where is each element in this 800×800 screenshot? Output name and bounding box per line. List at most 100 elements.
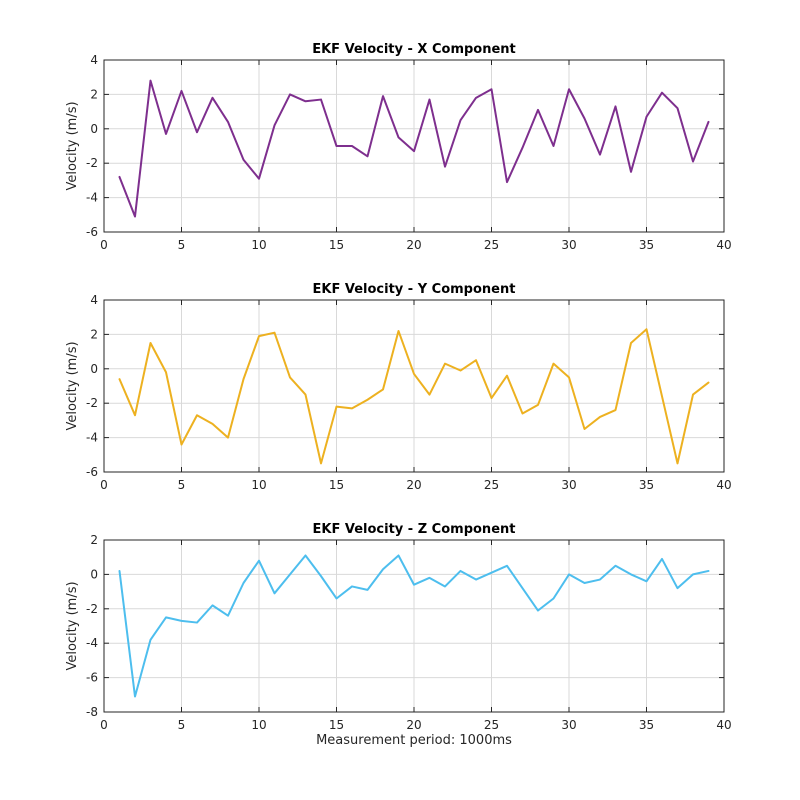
chart-3-data-point: [398, 554, 400, 556]
chart-3-x-tick-label: 0: [100, 718, 108, 732]
chart-1-x-tick-label: 10: [251, 238, 266, 252]
chart-3-y-axis-label: Velocity (m/s): [65, 581, 80, 670]
chart-2-data-point: [274, 332, 276, 334]
chart-2-data-point: [692, 394, 694, 396]
chart-2-y-tick-label: 2: [90, 327, 98, 341]
chart-2-data-point: [475, 359, 477, 361]
chart-3-data-point: [367, 589, 369, 591]
chart-1-data-point: [305, 100, 307, 102]
chart-2-series-line: [118, 328, 710, 465]
chart-3-y-tick-label: 2: [90, 533, 98, 547]
chart-3-data-point: [274, 592, 276, 594]
chart-1-data-point: [646, 116, 648, 118]
chart-1-y-tick-label: 2: [90, 87, 98, 101]
chart-1-x-tick-label: 5: [178, 238, 186, 252]
chart-1-data-point: [382, 95, 384, 97]
chart-1-series-line: [118, 79, 710, 218]
chart-2-data-point: [382, 388, 384, 390]
chart-1-data-point: [568, 88, 570, 90]
chart-3-data-point: [584, 582, 586, 584]
chart-1-x-tick-label: 0: [100, 238, 108, 252]
chart-3-data-point: [661, 558, 663, 560]
chart-1-data-point: [444, 166, 446, 168]
chart-2-data-point: [305, 394, 307, 396]
chart-2-data-point: [506, 375, 508, 377]
chart-3-data-point: [382, 568, 384, 570]
chart-3-series-line: [118, 554, 710, 698]
chart-3-data-point: [630, 573, 632, 575]
chart-2-data-point: [444, 363, 446, 365]
chart-3-data-point: [475, 579, 477, 581]
chart-3-data-point: [305, 554, 307, 556]
chart-1-title: EKF Velocity - X Component: [312, 42, 516, 57]
chart-2-data-point: [553, 363, 555, 365]
chart-1-x-tick-label: 20: [406, 238, 421, 252]
chart-1-data-point: [196, 131, 198, 133]
chart-3-data-point: [429, 577, 431, 579]
chart-2-x-tick-label: 30: [561, 478, 576, 492]
chart-3-x-tick-label: 20: [406, 718, 421, 732]
chart-3-data-point: [646, 580, 648, 582]
chart-1-x-tick-label: 35: [639, 238, 654, 252]
chart-3-data-point: [336, 597, 338, 599]
chart-3-data-point: [150, 639, 152, 641]
chart-1-data-point: [429, 99, 431, 101]
chart-1-data-point: [181, 90, 183, 92]
chart-3-x-tick-label: 30: [561, 718, 576, 732]
chart-3-y-tick-label: -2: [86, 602, 98, 616]
chart-2-y-tick-label: -6: [86, 465, 98, 479]
chart-1-data-point: [599, 154, 601, 156]
chart-2-data-point: [243, 378, 245, 380]
chart-2-data-point: [336, 406, 338, 408]
chart-2-data-point: [320, 462, 322, 464]
chart-2-data-point: [367, 399, 369, 401]
chart-1-y-tick-label: 4: [90, 53, 98, 67]
chart-1-data-point: [584, 117, 586, 119]
chart-1-data-point: [522, 147, 524, 149]
chart-2-data-point: [661, 395, 663, 397]
chart-3-data-point: [196, 622, 198, 624]
chart-3-x-tick-label: 25: [484, 718, 499, 732]
chart-3-data-point: [460, 570, 462, 572]
chart-1-data-point: [258, 178, 260, 180]
chart-1-data-point: [165, 133, 167, 135]
chart-1-x-tick-label: 40: [716, 238, 731, 252]
chart-1-y-axis-label: Velocity (m/s): [65, 101, 80, 190]
chart-2-data-point: [227, 437, 229, 439]
chart-2-data-point: [212, 423, 214, 425]
chart-3-data-point: [165, 616, 167, 618]
chart-3-y-tick-label: -4: [86, 636, 98, 650]
chart-2-x-tick-label: 35: [639, 478, 654, 492]
chart-3-x-tick-label: 5: [178, 718, 186, 732]
chart-2-data-point: [522, 413, 524, 415]
chart-3-data-point: [522, 587, 524, 589]
chart-3-x-tick-label: 10: [251, 718, 266, 732]
chart-3-y-tick-label: -6: [86, 671, 98, 685]
chart-2-x-tick-label: 15: [329, 478, 344, 492]
chart-1-data-point: [460, 119, 462, 121]
chart-2-data-point: [708, 382, 710, 384]
chart-3-data-point: [553, 597, 555, 599]
chart-2-data-point: [599, 416, 601, 418]
chart-2-data-point: [460, 370, 462, 372]
chart-3-x-axis-label: Measurement period: 1000ms: [316, 733, 512, 748]
chart-1-data-point: [367, 155, 369, 157]
chart-3-x-tick-label: 40: [716, 718, 731, 732]
chart-1-data-point: [708, 121, 710, 123]
chart-1-y-tick-label: -6: [86, 225, 98, 239]
chart-1-data-point: [320, 99, 322, 101]
chart-1-data-point: [351, 145, 353, 147]
chart-3-data-point: [692, 573, 694, 575]
chart-2-y-axis-label: Velocity (m/s): [65, 341, 80, 430]
chart-3-data-point: [289, 573, 291, 575]
chart-2-x-tick-label: 20: [406, 478, 421, 492]
chart-2-y-tick-label: -2: [86, 396, 98, 410]
chart-1-data-point: [227, 121, 229, 123]
chart-3-data-point: [568, 573, 570, 575]
chart-1-data-point: [274, 124, 276, 126]
chart-3-title: EKF Velocity - Z Component: [313, 522, 516, 537]
chart-1-data-point: [661, 92, 663, 94]
chart-2-data-point: [258, 335, 260, 337]
chart-3-data-point: [506, 565, 508, 567]
chart-1-data-point: [336, 145, 338, 147]
